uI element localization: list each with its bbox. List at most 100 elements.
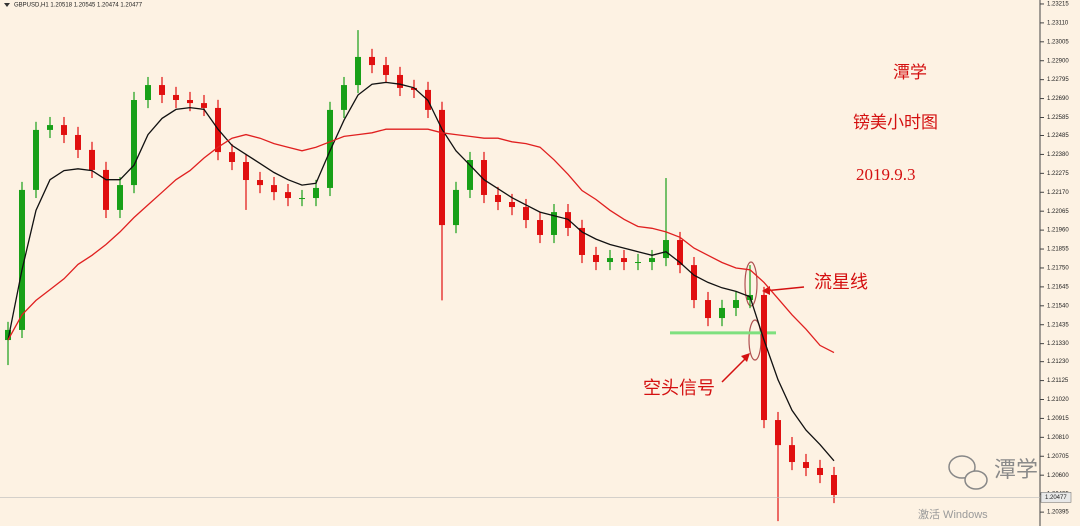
y-tick-label: 1.22065 (1047, 209, 1069, 215)
y-tick-label: 1.23215 (1047, 2, 1069, 8)
candle-body (47, 125, 53, 130)
arrowhead (741, 353, 750, 362)
candle-body (691, 265, 697, 301)
y-tick-label: 1.20395 (1047, 510, 1069, 516)
candle-body (803, 462, 809, 468)
candle-body (243, 161, 249, 181)
candle-body (481, 160, 487, 195)
y-tick-label: 1.21230 (1047, 359, 1069, 365)
candle-body (201, 103, 207, 108)
y-tick-label: 1.22585 (1047, 115, 1069, 121)
menu-icon (4, 3, 10, 7)
date-note: 2019.9.3 (856, 165, 916, 184)
candle-body (439, 109, 445, 226)
candle-body (33, 129, 39, 190)
candle-body (5, 329, 11, 341)
y-tick-label: 1.21960 (1047, 228, 1069, 234)
y-tick-label: 1.20600 (1047, 473, 1069, 479)
wechat-icon (964, 470, 988, 490)
candle-body (327, 109, 333, 188)
y-tick-label: 1.20915 (1047, 416, 1069, 422)
candle-body (649, 258, 655, 263)
y-tick-label: 1.23005 (1047, 39, 1069, 45)
moving-average (7, 81, 835, 462)
candle-body (313, 187, 319, 199)
y-tick-label: 1.22170 (1047, 190, 1069, 196)
candle-body (299, 198, 305, 200)
y-tick-label: 1.21125 (1047, 378, 1069, 384)
y-tick-label: 1.22795 (1047, 77, 1069, 83)
candle-body (369, 56, 375, 66)
arrowhead (762, 286, 770, 295)
short-signal-note: 空头信号 (643, 378, 715, 398)
y-tick-label: 1.22690 (1047, 96, 1069, 102)
candle-body (789, 445, 795, 463)
y-tick-label: 1.20810 (1047, 435, 1069, 441)
candle-body (75, 134, 81, 150)
arrow (721, 355, 749, 383)
y-tick-label: 1.21540 (1047, 303, 1069, 309)
candle-body (61, 125, 67, 135)
candle-body (733, 300, 739, 308)
candle-body (383, 65, 389, 75)
candle-body (509, 202, 515, 208)
candle-body (271, 185, 277, 193)
y-tick-label: 1.21435 (1047, 322, 1069, 328)
candle-body (635, 262, 641, 264)
candle-body (775, 420, 781, 446)
y-tick-label: 1.22275 (1047, 171, 1069, 177)
y-tick-label: 1.23110 (1047, 20, 1069, 26)
last-price-label: 1.20477 (1045, 495, 1067, 501)
moving-average (7, 128, 835, 354)
y-tick-label: 1.22485 (1047, 133, 1069, 139)
candle-body (705, 300, 711, 319)
y-tick-label: 1.22900 (1047, 58, 1069, 64)
candle-body (187, 100, 193, 104)
candle-body (467, 160, 473, 190)
candle-body (159, 85, 165, 95)
shooting-star-note: 流星线 (814, 272, 868, 292)
candle-body (131, 100, 137, 186)
candle-body (145, 85, 151, 101)
candle-body (621, 258, 627, 263)
candle-body (663, 240, 669, 259)
candle-body (173, 94, 179, 101)
candle-body (341, 85, 347, 110)
candle-body (831, 475, 837, 496)
candle-body (817, 467, 823, 476)
y-tick-label: 1.21855 (1047, 247, 1069, 253)
candle-body (117, 185, 123, 210)
highlight-ellipse (744, 261, 758, 307)
y-tick-label: 1.20705 (1047, 454, 1069, 460)
candle-body (453, 189, 459, 226)
last-price-box (1040, 492, 1072, 503)
author-note: 潭学 (893, 63, 927, 82)
y-tick-label: 1.21645 (1047, 284, 1069, 290)
candle-body (607, 258, 613, 263)
candle-body (523, 207, 529, 221)
candle-body (257, 180, 263, 186)
candle-body (537, 220, 543, 235)
candle-body (551, 212, 557, 235)
watermark-text: 潭学 (994, 457, 1038, 482)
y-tick-label: 1.21020 (1047, 397, 1069, 403)
candle-body (355, 56, 361, 86)
y-tick-label: 1.22380 (1047, 152, 1069, 158)
candle-body (495, 194, 501, 203)
activation-text: 激活 Windows (918, 507, 988, 521)
subject-note: 镑美小时图 (853, 113, 938, 132)
wechat-icon (948, 455, 976, 479)
candle-body (761, 294, 767, 421)
y-tick-label: 1.21750 (1047, 266, 1069, 272)
candle-body (579, 227, 585, 255)
candle-body (677, 240, 683, 266)
candle-body (285, 192, 291, 199)
candle-body (719, 307, 725, 319)
candle-body (89, 149, 95, 170)
y-tick-label: 1.21330 (1047, 341, 1069, 347)
candle-body (411, 87, 417, 90)
candle-body (229, 152, 235, 162)
chart-header: GBPUSD,H1 1.20518 1.20545 1.20474 1.2047… (14, 3, 143, 9)
candle-body (593, 254, 599, 263)
